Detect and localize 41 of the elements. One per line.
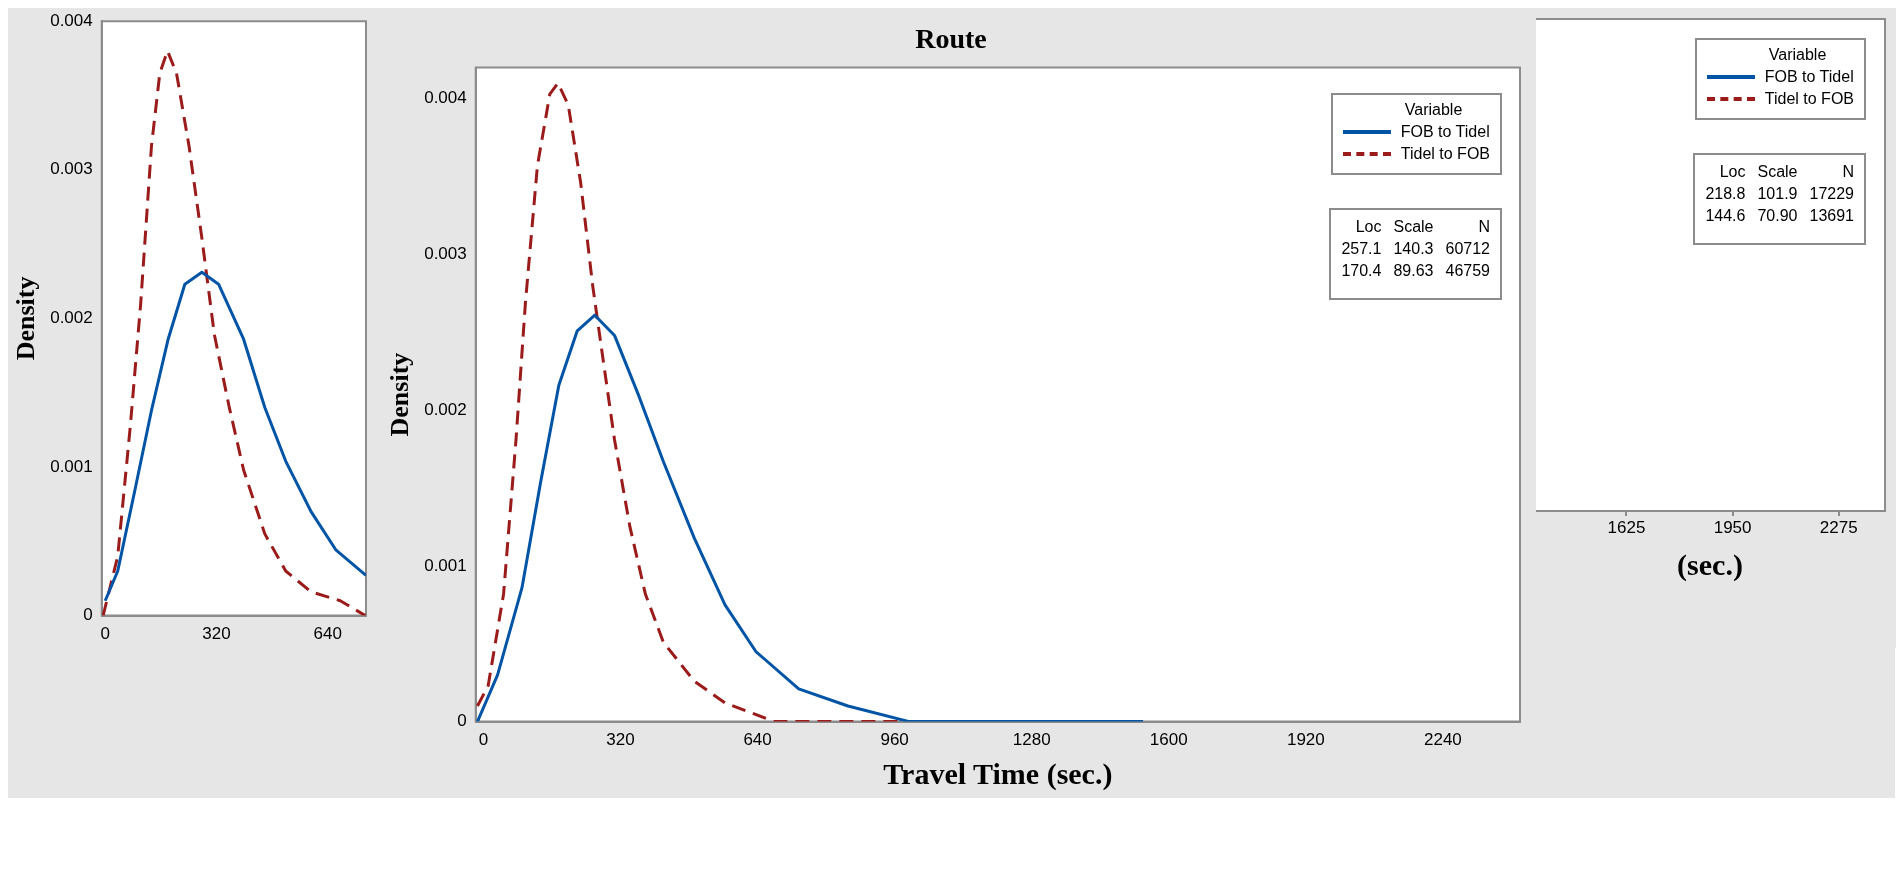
category-label: 2275 [1818,518,1859,538]
y-tick-label: 0 [457,711,467,731]
x-axis-title: Travel Time (sec.) [883,756,1113,791]
y-tick-label: 0.002 [50,308,93,328]
x-tick-label: 0 [100,624,110,644]
y-tick-label: 0.004 [424,88,467,108]
category-label: 1950 [1712,518,1753,538]
x-tick-label: 320 [202,624,231,644]
x-tick-label: 1280 [1012,730,1051,750]
annotation: 170.4 89.63 46759 [1341,262,1490,280]
y-tick-label: 0.003 [424,244,467,264]
y-tick-label: 0.001 [50,456,93,476]
legend-label: Tidel to FOB [1764,90,1854,108]
text: Loc Scale N [1355,218,1490,235]
x-tick-label: 640 [313,624,342,644]
y-tick-label: 0.003 [50,159,93,179]
y-tick-label: 0 [83,605,93,625]
x-tick-label: 960 [880,730,909,750]
x-tick-label: 2240 [1423,730,1462,750]
x-tick-label: 0 [478,730,489,750]
legend-title: Variable [1403,101,1464,119]
chart-title: Route [915,23,987,55]
x-tick-label: 320 [606,730,635,750]
text: 144.6 70.90 13691 [1705,207,1854,225]
x-tick-label: 640 [743,730,772,750]
y-tick-label: 0.002 [424,399,467,419]
legend-label: FOB to Tidel [1764,68,1854,86]
legend-title: Variable [1767,46,1828,64]
legend-label: FOB to Tidel [1400,123,1490,141]
y-axis-title: Density [11,276,41,361]
y-tick-label: 0.004 [50,10,93,30]
legend-label: Tidel to FOB [1400,145,1490,163]
category-label: 1625 [1606,518,1647,538]
text: 218.8 101.9 17229 [1705,185,1854,203]
text: (sec.) [1676,548,1744,582]
text: Loc Scale N [1719,163,1854,180]
y-axis-title: Density [385,352,415,437]
annotation: 257.1 140.3 60712 [1341,240,1490,258]
y-tick-label: 0.001 [424,555,467,575]
x-tick-label: 1920 [1286,730,1325,750]
x-tick-label: 1600 [1149,730,1188,750]
